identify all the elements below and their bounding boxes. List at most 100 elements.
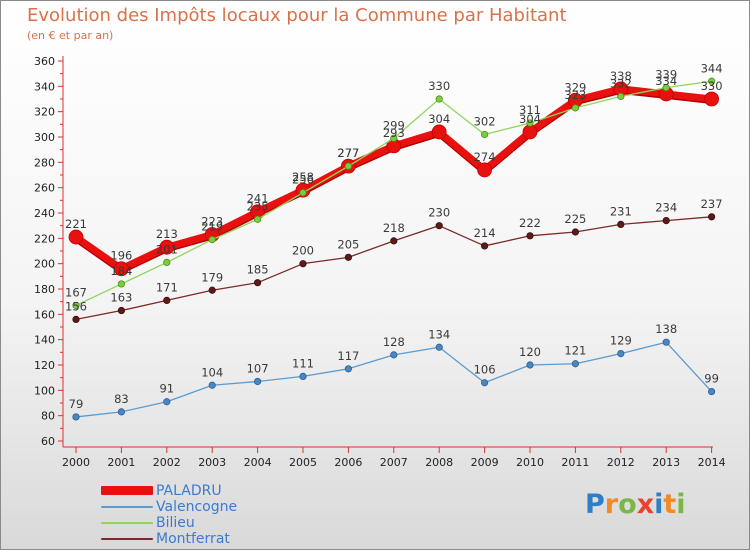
data-label-valencogne: 128 [383, 335, 405, 349]
y-tick-label: 180 [34, 283, 55, 296]
legend-swatch [101, 538, 153, 540]
data-label-montferrat: 163 [110, 291, 132, 305]
x-tick-label: 2001 [107, 456, 135, 469]
data-label-montferrat: 214 [474, 226, 496, 240]
data-label-valencogne: 134 [428, 327, 450, 341]
legend-label: PALADRU [156, 483, 222, 499]
data-label-valencogne: 99 [704, 372, 719, 386]
data-label-paladru: 329 [564, 80, 586, 94]
data-point-valencogne [208, 381, 216, 389]
data-label-montferrat: 200 [292, 244, 314, 258]
data-point-bilieu [617, 92, 625, 101]
legend-swatch [101, 486, 153, 495]
data-label-valencogne: 83 [114, 392, 129, 406]
data-label-bilieu: 332 [610, 76, 632, 90]
data-point-valencogne [526, 361, 534, 369]
chart-title: Evolution des Impôts locaux pour la Comm… [27, 5, 567, 26]
data-label-valencogne: 129 [610, 334, 632, 348]
x-tick-label: 2014 [698, 456, 726, 469]
logo-letter: o [618, 489, 637, 520]
data-label-bilieu: 323 [564, 88, 586, 102]
data-label-montferrat: 185 [247, 263, 269, 277]
data-point-montferrat [163, 296, 171, 304]
data-label-paladru: 293 [383, 126, 405, 140]
data-label-bilieu: 302 [474, 114, 496, 128]
data-label-paladru: 304 [428, 112, 450, 126]
data-point-paladru [704, 91, 719, 107]
data-label-paladru: 221 [65, 217, 87, 231]
logo-letter: P [585, 489, 605, 520]
data-label-montferrat: 230 [428, 206, 450, 220]
data-label-paladru: 196 [110, 249, 132, 263]
data-label-valencogne: 120 [519, 345, 541, 359]
data-point-valencogne [435, 343, 443, 351]
data-label-valencogne: 117 [337, 349, 359, 363]
data-point-montferrat [254, 279, 262, 287]
data-label-paladru: 241 [247, 192, 269, 206]
data-point-montferrat [299, 260, 307, 268]
data-point-bilieu [662, 84, 670, 92]
data-point-valencogne [72, 413, 80, 421]
legend-label: Montferrat [156, 531, 230, 547]
y-tick-label: 80 [41, 410, 55, 423]
x-tick-label: 2000 [62, 456, 90, 469]
series-line-bilieu [75, 80, 713, 307]
y-tick-label: 100 [34, 384, 55, 397]
legend-label: Valencogne [156, 499, 238, 515]
y-tick-label: 140 [34, 334, 55, 347]
data-label-montferrat: 231 [610, 204, 632, 218]
data-label-valencogne: 121 [564, 344, 586, 358]
y-tick-label: 160 [34, 308, 55, 321]
x-tick-label: 2007 [380, 456, 408, 469]
y-tick-label: 240 [34, 207, 55, 220]
y-tick-label: 220 [34, 232, 55, 245]
y-tick-label: 360 [34, 55, 55, 68]
data-point-montferrat [390, 237, 398, 245]
data-label-paladru: 334 [655, 74, 677, 88]
data-label-montferrat: 205 [337, 237, 359, 251]
data-point-paladru [114, 261, 129, 277]
data-label-paladru: 277 [337, 146, 359, 160]
data-label-bilieu: 311 [519, 103, 541, 117]
data-point-montferrat [117, 306, 126, 315]
data-point-bilieu [480, 130, 489, 139]
data-label-bilieu: 339 [655, 68, 677, 82]
y-tick-label: 320 [34, 106, 55, 119]
data-point-bilieu [526, 119, 534, 127]
data-point-valencogne [480, 379, 489, 387]
data-label-valencogne: 91 [159, 382, 174, 396]
x-tick-label: 2003 [198, 456, 226, 469]
y-tick-label: 60 [41, 435, 55, 448]
x-tick-label: 2005 [289, 456, 317, 469]
data-point-montferrat [435, 222, 443, 230]
data-label-montferrat: 218 [383, 221, 405, 235]
data-label-bilieu: 277 [337, 146, 359, 160]
data-point-paladru [477, 162, 493, 178]
data-label-paladru: 213 [156, 227, 178, 241]
data-label-montferrat: 222 [519, 216, 541, 230]
data-label-paladru: 338 [610, 69, 632, 83]
data-point-montferrat [480, 242, 489, 250]
data-label-paladru: 223 [201, 215, 223, 229]
x-tick-label: 2004 [244, 456, 272, 469]
y-tick-label: 280 [34, 156, 55, 169]
chart-subtitle: (en € et par an) [27, 29, 114, 42]
y-tick-label: 340 [34, 80, 55, 93]
data-point-montferrat [571, 228, 580, 236]
data-point-bilieu [571, 104, 580, 112]
data-label-paladru: 274 [474, 150, 496, 164]
data-point-bilieu [72, 301, 80, 310]
data-point-montferrat [662, 217, 670, 225]
data-point-montferrat [208, 286, 216, 294]
data-point-paladru [68, 229, 84, 245]
data-point-bilieu [390, 134, 398, 142]
data-point-paladru [522, 124, 538, 140]
data-label-valencogne: 104 [201, 365, 223, 379]
data-label-bilieu: 184 [110, 264, 132, 278]
data-label-montferrat: 234 [655, 201, 677, 215]
logo-letter: i [676, 489, 686, 520]
logo-letter: x [636, 489, 655, 520]
data-point-bilieu [344, 162, 352, 170]
data-label-bilieu: 344 [701, 61, 723, 75]
